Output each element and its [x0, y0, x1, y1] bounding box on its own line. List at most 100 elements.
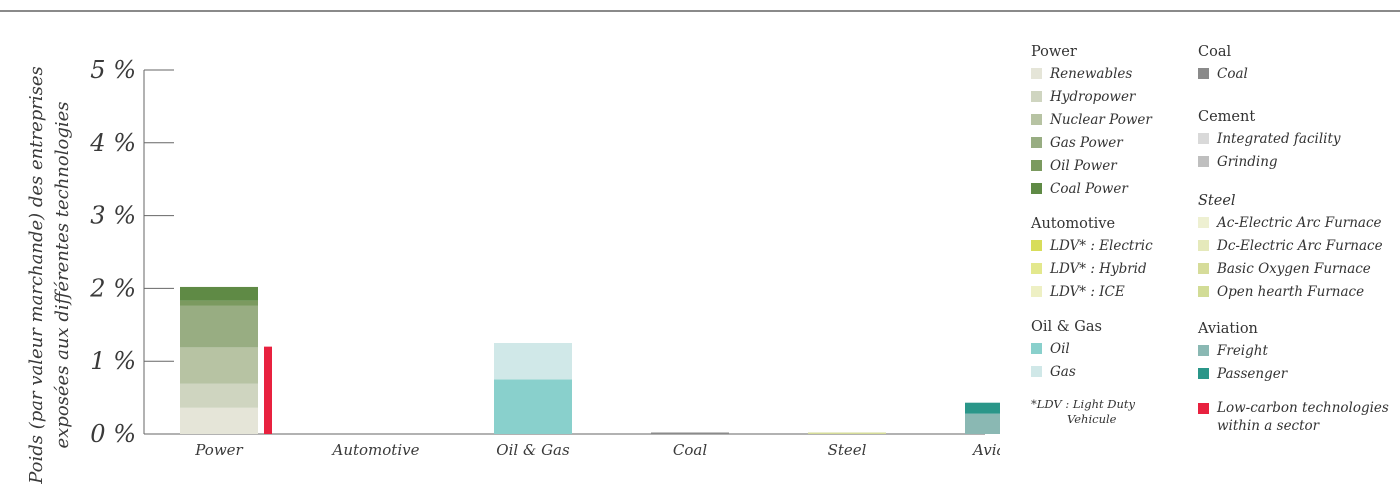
legend-item: Dc-Electric Arc Furnace [1198, 234, 1398, 257]
legend-title-power: Power [1031, 44, 1077, 60]
y-tick-label: 4 % [89, 129, 136, 157]
bar-segment-oil [494, 379, 572, 434]
legend-label-low-carbon-line1: Low-carbon technologies [1217, 400, 1389, 416]
bar-segment-hydropower [180, 383, 258, 408]
legend-swatch [1031, 183, 1042, 194]
legend-label: Ac-Electric Arc Furnace [1217, 214, 1382, 231]
legend-items-oilgas: Oil Gas [1031, 337, 1181, 383]
legend-label: Oil [1050, 340, 1070, 357]
legend-label: Open hearth Furnace [1217, 283, 1365, 300]
legend-title-steel: Steel [1198, 193, 1236, 209]
legend-title-oilgas: Oil & Gas [1031, 319, 1102, 335]
legend-item: Oil [1031, 337, 1181, 360]
bar-segment-renewables [180, 407, 258, 434]
x-tick-label: Steel [828, 441, 867, 459]
x-tick-label: Coal [673, 441, 707, 459]
legend-swatch [1031, 114, 1042, 125]
legend-group-power: Power Renewables Hydropower Nuclear Power G… [1031, 42, 1181, 200]
bars [180, 286, 1000, 434]
legend-item: Oil Power [1031, 154, 1181, 177]
x-tick-label: Power [194, 441, 243, 459]
legend-swatch [1198, 286, 1209, 297]
legend-label: Nuclear Power [1050, 111, 1152, 128]
legend-label: Passenger [1217, 365, 1288, 382]
legend-item: Coal [1198, 62, 1398, 85]
legend-label: Grinding [1217, 153, 1278, 170]
legend-label: Basic Oxygen Furnace [1217, 260, 1371, 277]
legend-label: LDV* : ICE [1050, 283, 1125, 300]
legend-column-1: Power Renewables Hydropower Nuclear Power G… [1031, 42, 1181, 427]
y-tick-label: 0 % [90, 420, 136, 448]
legend-item: Hydropower [1031, 85, 1181, 108]
bar-segment-passenger [965, 402, 1000, 414]
legend-title-cement: Cement [1198, 109, 1256, 125]
legend-item: Freight [1198, 339, 1398, 362]
y-axis-title-line2: exposées aux différentes technologies [52, 102, 73, 449]
legend-label: Freight [1217, 342, 1268, 359]
legend-item: Renewables [1031, 62, 1181, 85]
legend-label: Coal Power [1050, 180, 1128, 197]
stacked-bar-chart: Poids (par valeur marchande) des entrepr… [26, 56, 1000, 485]
y-axis-title-line1: Poids (par valeur marchande) des entrepr… [26, 66, 47, 485]
bar-segment-oil-power [180, 300, 258, 306]
legend-title-coal: Coal [1198, 44, 1232, 60]
legend-item: Open hearth Furnace [1198, 280, 1398, 303]
ldv-footnote-line2: Vehicule [1067, 412, 1117, 426]
y-tick-label: 1 % [90, 347, 136, 375]
y-axis-title: Poids (par valeur marchande) des entrepr… [26, 66, 73, 485]
bar-segment-coal [651, 432, 729, 434]
legend-items-automotive: LDV* : Electric LDV* : Hybrid LDV* : ICE [1031, 234, 1181, 303]
x-tick-label: Oil & Gas [496, 441, 570, 459]
legend-swatch [1198, 217, 1209, 228]
y-tick-label: 5 % [90, 56, 136, 84]
x-tick-label: Aviation [971, 441, 1000, 459]
legend-label: Coal [1217, 65, 1248, 82]
legend-swatch [1031, 343, 1042, 354]
legend-title-aviation: Aviation [1198, 321, 1258, 337]
ldv-footnote-line1: *LDV : Light Duty [1031, 397, 1135, 411]
legend-label: Hydropower [1050, 88, 1136, 105]
legend-group-automotive: Automotive LDV* : Electric LDV* : Hybrid L… [1031, 214, 1181, 303]
legend-label: Integrated facility [1217, 130, 1341, 147]
legend-swatch [1198, 240, 1209, 251]
legend-label: Oil Power [1050, 157, 1117, 174]
legend-swatch [1031, 137, 1042, 148]
legend-label: Gas [1050, 363, 1076, 380]
legend-items-power: Renewables Hydropower Nuclear Power Gas Pow… [1031, 62, 1181, 200]
legend-swatch [1031, 286, 1042, 297]
legend-swatch [1198, 263, 1209, 274]
legend-item: Passenger [1198, 362, 1398, 385]
legend-label: LDV* : Hybrid [1050, 260, 1147, 277]
legend-swatch-low-carbon [1198, 402, 1209, 414]
legend-group-cement: Cement Integrated facility Grinding [1198, 107, 1398, 173]
legend-swatch [1198, 368, 1209, 379]
legend-item: Grinding [1198, 150, 1398, 173]
legend-swatch [1031, 240, 1042, 251]
bar-segment-gas [494, 343, 572, 380]
legend-swatch [1031, 366, 1042, 377]
legend-swatch [1031, 91, 1042, 102]
bar-segment-gas-power [180, 305, 258, 348]
legend-item: Coal Power [1031, 177, 1181, 200]
legend-group-oilgas: Oil & Gas Oil Gas [1031, 317, 1181, 383]
legend-items-steel: Ac-Electric Arc Furnace Dc-Electric Arc F… [1198, 211, 1398, 303]
legend-item: Gas Power [1031, 131, 1181, 154]
legend-low-carbon: Low-carbon technologies within a sector [1198, 399, 1398, 435]
legend-title-automotive: Automotive [1031, 216, 1116, 232]
ldv-footnote: *LDV : Light Duty Vehicule [1031, 397, 1181, 427]
legend-swatch [1031, 68, 1042, 79]
legend-items-cement: Integrated facility Grinding [1198, 127, 1398, 173]
legend-label: Gas Power [1050, 134, 1123, 151]
x-tick-label: Automotive [331, 441, 420, 459]
bar-segment-basic-oxygen-furnace [808, 432, 886, 434]
y-tick-label: 2 % [89, 274, 136, 302]
legend-swatch [1198, 156, 1209, 167]
legend-group-steel: Steel Ac-Electric Arc Furnace Dc-Electric… [1198, 191, 1398, 303]
legend-label: Renewables [1050, 65, 1133, 82]
legend-column-2: Coal Coal Cement Integrated facility Grin… [1198, 42, 1398, 435]
legend-item-low-carbon: Low-carbon technologies [1198, 399, 1398, 417]
legend-item: Gas [1031, 360, 1181, 383]
legend-swatch [1031, 263, 1042, 274]
axes: 0 % 1 % 2 % 3 % 4 % 5 % [89, 56, 985, 448]
legend-swatch [1198, 68, 1209, 79]
